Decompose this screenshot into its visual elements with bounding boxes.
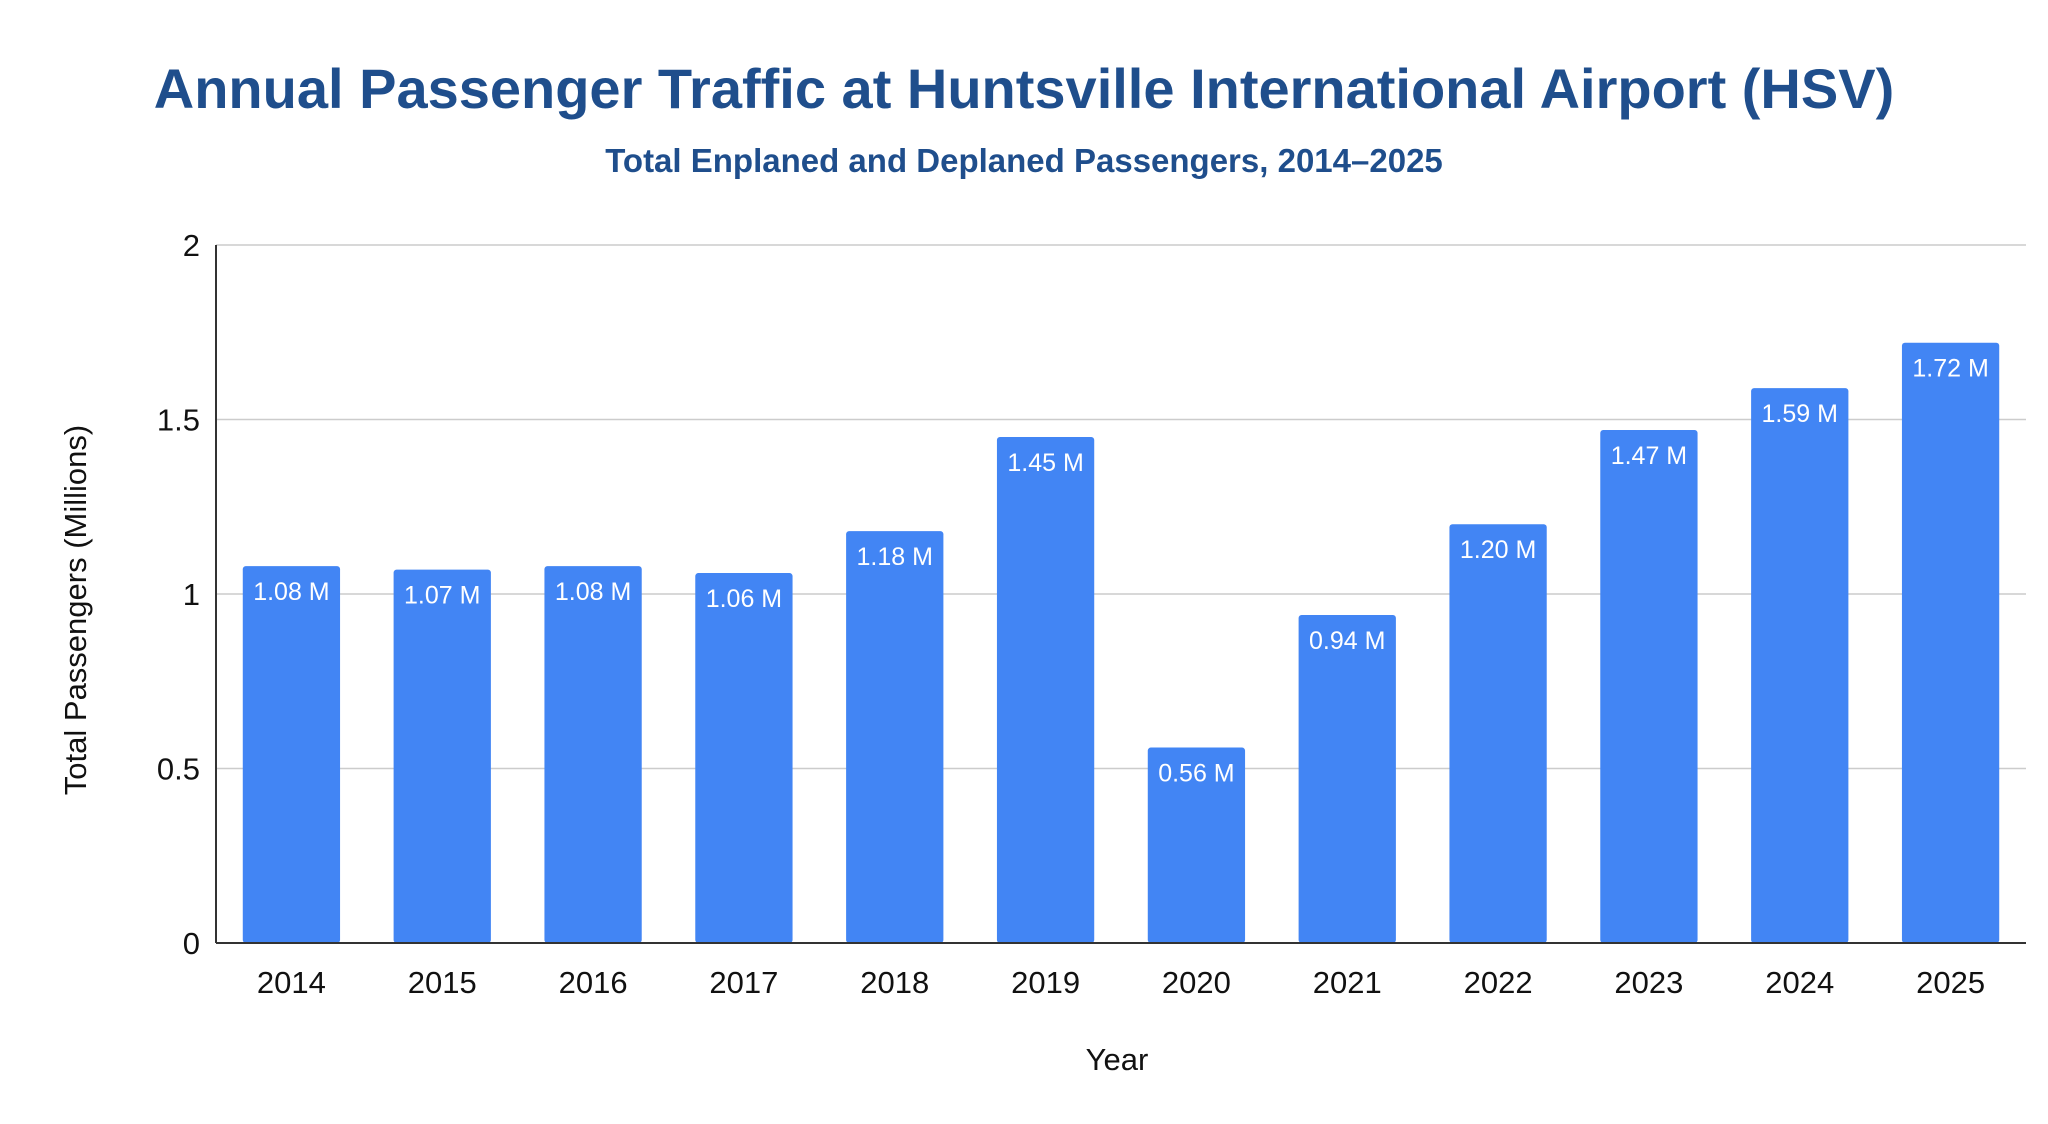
- x-tick-label: 2022: [1464, 965, 1533, 1000]
- x-tick-label: 2024: [1765, 965, 1834, 1000]
- bar: [1600, 429, 1698, 944]
- bar: [1449, 524, 1547, 943]
- data-label: 1.20 M: [1460, 536, 1536, 564]
- y-tick-label: 1.5: [157, 403, 200, 438]
- chart-subtitle: Total Enplaned and Deplaned Passengers, …: [605, 142, 1443, 179]
- chart-title: Annual Passenger Traffic at Huntsville I…: [153, 57, 1895, 120]
- x-tick-label: 2018: [860, 965, 929, 1000]
- y-tick-label: 2: [183, 228, 200, 263]
- data-label: 1.08 M: [555, 578, 631, 606]
- x-tick-label: 2014: [257, 965, 326, 1000]
- bar: [1147, 747, 1246, 943]
- data-label: 1.08 M: [253, 578, 329, 606]
- bar: [1901, 342, 2000, 944]
- x-tick-label: 2016: [559, 965, 628, 1000]
- bar: [846, 531, 944, 943]
- x-tick-label: 2020: [1162, 965, 1231, 1000]
- bar: [996, 436, 1095, 943]
- bar: [695, 573, 793, 943]
- x-axis-label: Year: [1086, 1042, 1149, 1077]
- y-tick-label: 0: [183, 926, 200, 961]
- gridlines: [216, 244, 2026, 770]
- x-tick-label: 2023: [1614, 965, 1683, 1000]
- data-label: 1.45 M: [1007, 449, 1083, 477]
- data-label: 1.07 M: [404, 582, 480, 610]
- bar: [393, 569, 491, 943]
- y-axis-label: Total Passengers (Millions): [58, 425, 93, 795]
- data-label: 1.72 M: [1912, 355, 1988, 383]
- data-label: 1.47 M: [1611, 442, 1687, 470]
- data-label: 1.18 M: [857, 543, 933, 571]
- data-label: 1.06 M: [706, 585, 782, 613]
- bar: [242, 566, 341, 943]
- x-tick-label: 2021: [1313, 965, 1382, 1000]
- data-label: 0.56 M: [1158, 760, 1234, 788]
- data-label: 0.94 M: [1309, 627, 1385, 655]
- bars: [242, 342, 2000, 944]
- bar: [544, 566, 642, 943]
- bar: [1298, 614, 1396, 943]
- x-tick-label: 2017: [709, 965, 778, 1000]
- data-label: 1.59 M: [1762, 400, 1838, 428]
- bar: [1751, 388, 1849, 944]
- y-tick-label: 0.5: [157, 752, 200, 787]
- y-tick-label: 1: [183, 577, 200, 612]
- axes: 0 0.5 1 1.5 2 2014 2015 2016 2017 2018 2019 2020 202…: [157, 228, 2026, 1000]
- data-labels: 1.08 M 1.07 M 1.08 M 1.06 M 1.18 M 1.45 M 0.56…: [253, 355, 1989, 788]
- x-tick-label: 2019: [1011, 965, 1080, 1000]
- x-tick-label: 2015: [408, 965, 477, 1000]
- x-tick-label: 2025: [1916, 965, 1985, 1000]
